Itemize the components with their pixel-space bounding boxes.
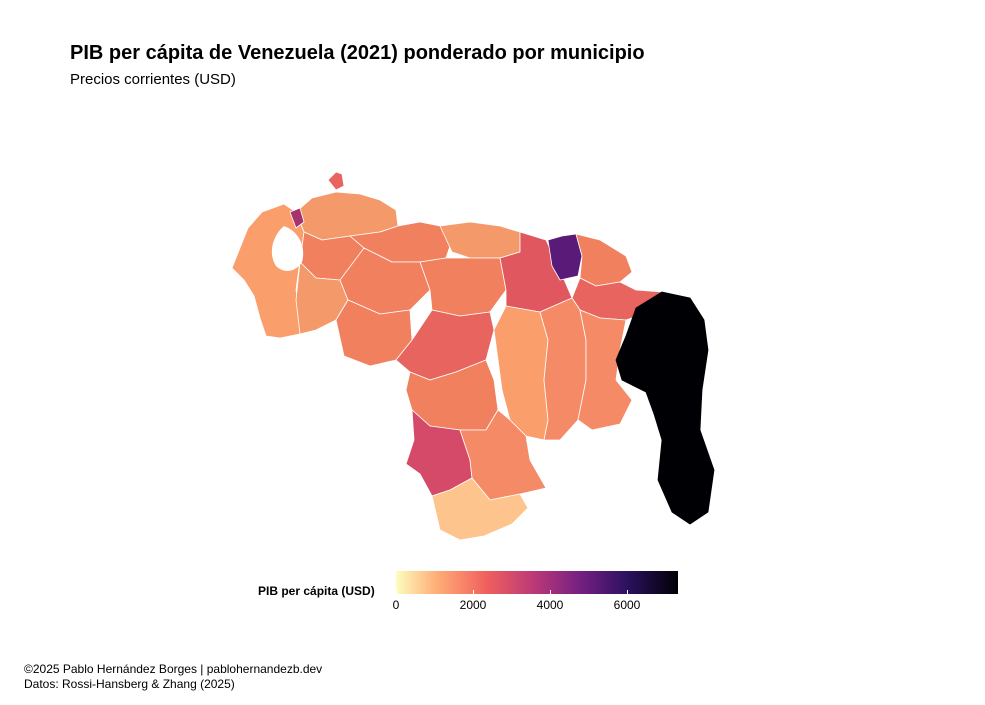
region-zulia-highlight xyxy=(289,207,305,229)
legend-tick-0: 0 xyxy=(392,598,400,612)
region-capital xyxy=(439,221,521,259)
legend-colorbar xyxy=(396,571,678,594)
legend-tickmark xyxy=(627,590,628,594)
region-amazonas-south xyxy=(431,477,529,541)
region-sucre-hotspot xyxy=(547,233,583,281)
region-guarico xyxy=(419,257,507,317)
region-esequiba xyxy=(615,291,715,525)
region-amazonas-east xyxy=(459,409,547,501)
lake-maracaibo xyxy=(271,226,304,271)
region-bolivar-east xyxy=(577,309,633,431)
caption-source: Datos: Rossi-Hansberg & Zhang (2025) xyxy=(24,677,235,691)
chart-subtitle: Precios corrientes (USD) xyxy=(70,71,236,88)
region-zulia xyxy=(231,203,305,339)
legend-tickmark xyxy=(396,590,397,594)
region-anzoategui-monagas xyxy=(499,231,573,313)
region-bolivar-central xyxy=(539,297,587,441)
legend-title: PIB per cápita (USD) xyxy=(258,584,375,598)
chart-title: PIB per cápita de Venezuela (2021) ponde… xyxy=(70,42,645,64)
legend-tickmark xyxy=(473,590,474,594)
legend-tickmark xyxy=(550,590,551,594)
legend-tick-6000: 6000 xyxy=(613,598,641,612)
legend-tick-2000: 2000 xyxy=(459,598,487,612)
region-paraguana xyxy=(327,171,345,191)
caption-credit: ©2025 Pablo Hernández Borges | pablohern… xyxy=(24,662,323,676)
legend-tick-4000: 4000 xyxy=(536,598,564,612)
region-sucre xyxy=(575,233,633,287)
